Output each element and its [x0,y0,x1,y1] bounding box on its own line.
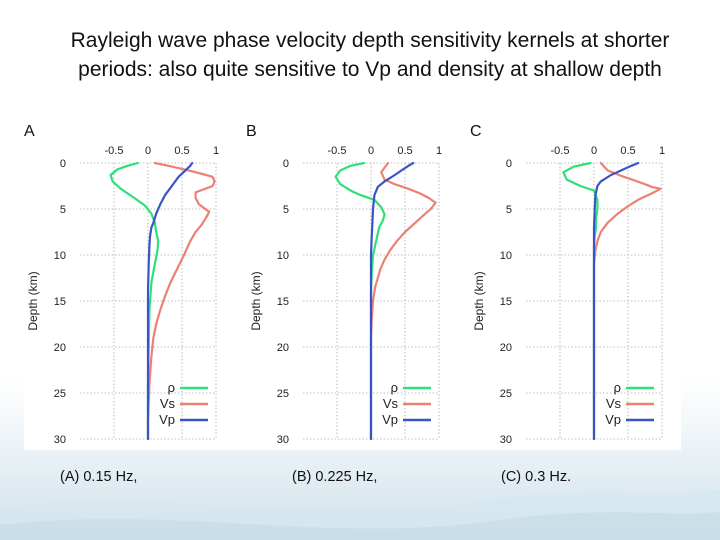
panel-c-ytick-label: 15 [500,296,512,308]
panel-a-ylabel: Depth (km) [26,271,40,330]
panel-b-xtick-label: 0.5 [397,145,412,157]
panel-a-xtick-label: 1 [213,145,219,157]
panel-b-series-vs [369,161,437,441]
panel-b-legend-label: Vp [382,412,398,427]
panel-c-ytick-label: 10 [500,250,512,262]
panel-b-legend-label: ρ [391,380,398,395]
panel-c-ytick-label: 5 [506,204,512,216]
panel-b-ytick-label: 0 [283,158,289,170]
panel-b-ytick-label: 30 [277,434,289,446]
panel-a-ytick-label: 30 [54,434,66,446]
panel-b-ytick-label: 5 [283,204,289,216]
panel-a-label: A [24,123,35,140]
panel-c-xtick-label: 0 [591,145,597,157]
panel-a-legend-label: Vs [160,396,176,411]
panel-b-ytick-label: 25 [277,388,289,400]
slide-title: Rayleigh wave phase velocity depth sensi… [70,29,670,81]
panel-a-ytick-label: 10 [54,250,66,262]
panel-c-ylabel: Depth (km) [472,271,486,330]
panel-a-xtick-label: 0 [145,145,151,157]
panel-c-label: C [470,123,482,140]
panel-b-series-rho [334,161,386,441]
panel-a-ytick-label: 0 [60,158,66,170]
panel-b-legend-label: Vs [383,396,399,411]
panel-c-legend-label: ρ [614,380,621,395]
panel-a-ytick-label: 5 [60,204,66,216]
panel-b-ytick-label: 15 [277,296,289,308]
panel-a-ytick-label: 25 [54,388,66,400]
panel-a-ytick-label: 20 [54,342,66,354]
caption-a: (A) 0.15 Hz, [60,469,138,485]
caption-c: (C) 0.3 Hz. [501,469,572,485]
panel-b-ylabel: Depth (km) [249,271,263,330]
panel-b-xtick-label: -0.5 [328,145,347,157]
panel-c-ytick-label: 20 [500,342,512,354]
panel-a-series-vs [146,161,216,441]
panel-b-xtick-label: 1 [436,145,442,157]
caption-b: (B) 0.225 Hz, [292,469,378,485]
panel-a-series-vp [146,161,194,441]
panel-c-xtick-label: 1 [659,145,665,157]
panel-a-ytick-label: 15 [54,296,66,308]
panel-b-ytick-label: 10 [277,250,289,262]
panel-c-xtick-label: 0.5 [620,145,635,157]
panel-c-ytick-label: 30 [500,434,512,446]
panel-c-series-vs [592,161,662,441]
panel-c-ytick-label: 25 [500,388,512,400]
panel-c-xtick-label: -0.5 [551,145,570,157]
panel-c-series-vp [592,161,640,441]
panel-b-xtick-label: 0 [368,145,374,157]
kernel-figure: A -0.5 0 0.5 1 0 5 10 15 20 25 30 Depth (km) ρ Vs Vp B -0… [24,122,681,450]
panel-c-ytick-label: 0 [506,158,512,170]
panel-a-legend-label: ρ [168,380,175,395]
panel-b-label: B [246,123,257,140]
panel-a-legend-label: Vp [159,412,175,427]
panel-c-legend-label: Vp [605,412,621,427]
decorative-wave [0,490,720,540]
panel-c-legend-label: Vs [606,396,622,411]
panel-a-xtick-label: -0.5 [105,145,124,157]
panel-a-series-rho [109,161,160,441]
panel-b-ytick-label: 20 [277,342,289,354]
panel-a-xtick-label: 0.5 [174,145,189,157]
panel-b-series-vp [369,161,415,441]
